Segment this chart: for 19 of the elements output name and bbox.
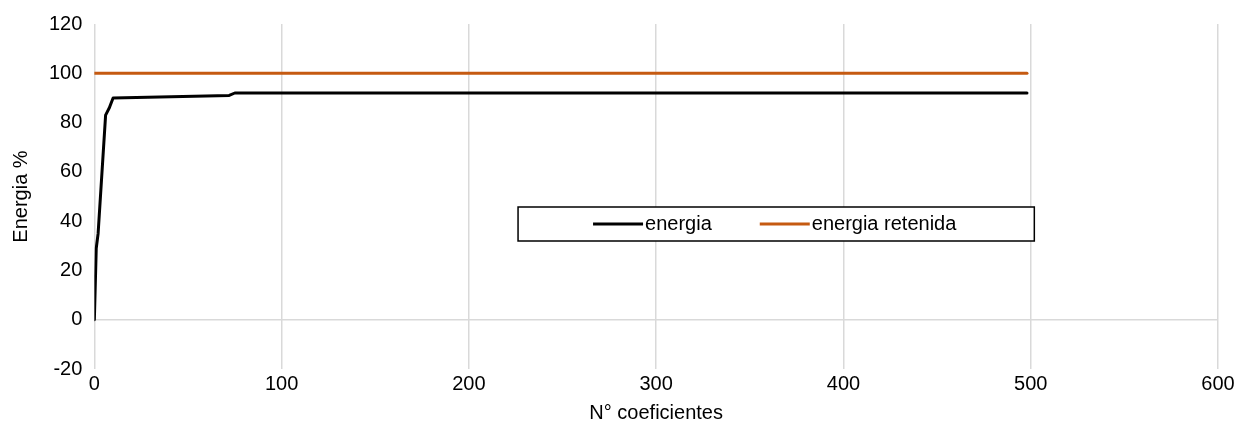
- legend-label: energia: [645, 211, 713, 234]
- y-tick-label: 20: [60, 257, 83, 280]
- y-tick-label: 60: [60, 159, 83, 182]
- legend-label: energia retenida: [811, 211, 958, 234]
- y-tick-label: -20: [53, 356, 83, 379]
- y-tick-label: 40: [60, 208, 83, 231]
- y-tick-label: 80: [60, 110, 83, 133]
- x-tick-label: 0: [88, 371, 100, 394]
- x-tick-label: 600: [1201, 371, 1235, 394]
- x-axis-title: N° coeficientes: [589, 400, 723, 423]
- y-tick-label: 100: [48, 60, 83, 83]
- x-tick-label: 100: [264, 371, 299, 394]
- x-tick-label: 500: [1014, 371, 1048, 394]
- x-tick-label: 400: [826, 371, 861, 394]
- y-axis-title: Energia %: [8, 150, 31, 243]
- x-tick-label: 300: [639, 371, 673, 394]
- y-tick-label: 120: [48, 11, 83, 34]
- y-tick-label: 0: [71, 307, 83, 330]
- x-tick-label: 200: [452, 371, 486, 394]
